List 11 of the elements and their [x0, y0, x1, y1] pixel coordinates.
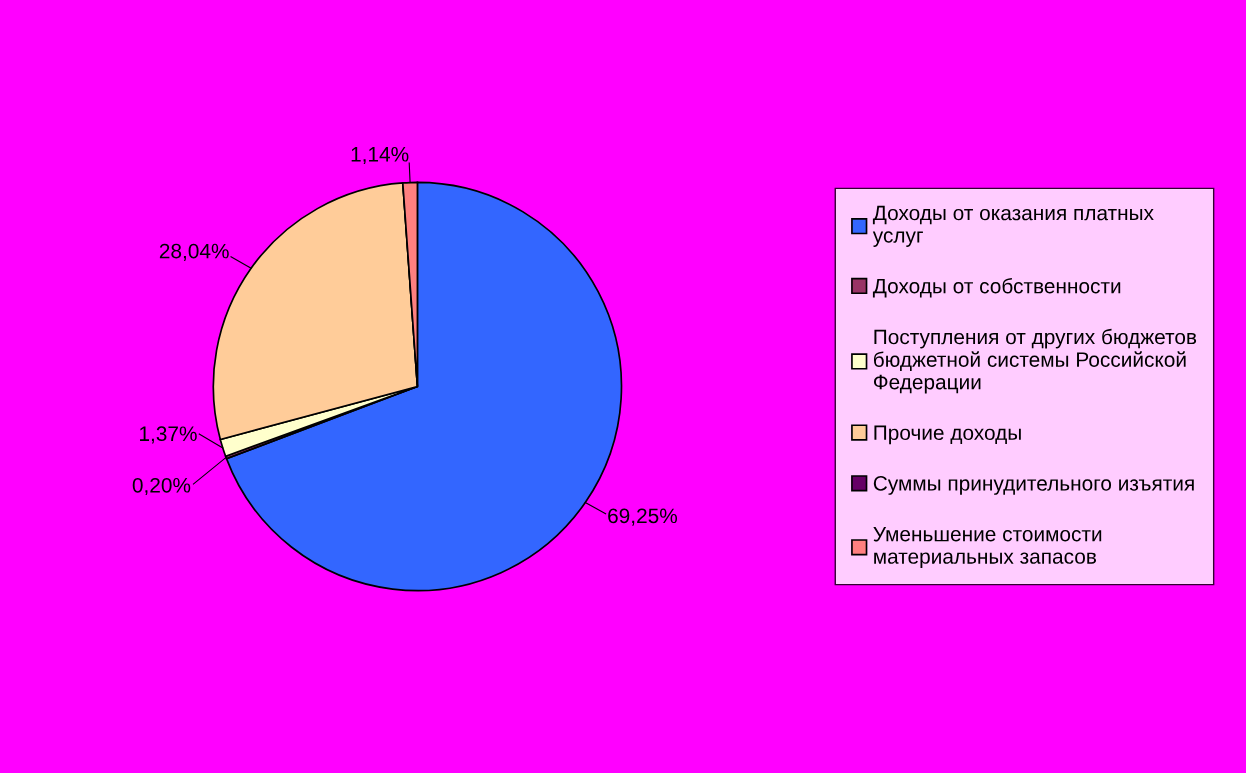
data-label: 69,25%	[608, 508, 678, 526]
legend-label: Поступления от других бюджетов бюджетной системы Российской Федерации	[873, 328, 1197, 394]
data-label: 1,14%	[351, 146, 409, 165]
data-label: 28,04%	[159, 243, 229, 261]
data-label: 0,20%	[132, 477, 191, 496]
legend-label: Доходы от оказания платных услуг	[872, 205, 1154, 247]
legend-label: Уменьшение стоимости материальных запасов	[873, 526, 1102, 568]
legend-label: Суммы принудительного изъятия	[873, 476, 1194, 495]
data-label: 1,37%	[140, 426, 197, 444]
legend-label: Прочие доходы	[874, 425, 1021, 445]
legend-label: Доходы от собственности	[872, 277, 1121, 298]
